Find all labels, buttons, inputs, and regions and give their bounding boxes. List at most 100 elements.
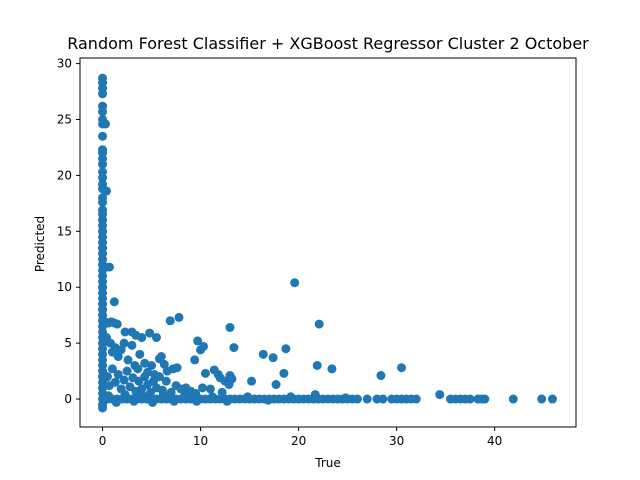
data-point: [169, 396, 179, 406]
data-point: [119, 375, 129, 385]
data-point: [151, 333, 161, 343]
data-point: [111, 397, 121, 407]
y-tick-label: 0: [64, 392, 72, 406]
data-point: [101, 186, 111, 196]
data-point: [192, 396, 202, 406]
data-point: [104, 262, 114, 272]
y-axis-label: Predicted: [33, 216, 47, 272]
data-point: [98, 107, 108, 117]
data-point: [537, 394, 547, 404]
data-point: [120, 390, 130, 400]
data-point: [213, 369, 223, 379]
data-point: [103, 391, 113, 401]
data-point: [376, 371, 386, 381]
data-point: [98, 159, 108, 169]
data-point: [271, 380, 281, 390]
data-point: [397, 363, 407, 373]
data-point: [119, 338, 129, 348]
data-point: [435, 390, 445, 400]
y-tick-label: 20: [57, 168, 72, 182]
data-point: [156, 352, 166, 362]
data-point: [161, 376, 171, 386]
data-point: [198, 383, 208, 393]
data-point: [508, 394, 518, 404]
data-point: [352, 394, 362, 404]
data-point: [135, 349, 145, 359]
data-point: [222, 396, 232, 406]
data-point: [159, 359, 169, 369]
data-point: [229, 343, 239, 353]
data-point: [258, 349, 268, 359]
data-point: [166, 387, 176, 397]
data-point: [174, 312, 184, 322]
y-axis: 0 5 10 15 20 25 30: [57, 57, 80, 406]
data-point: [98, 89, 108, 99]
data-point: [137, 333, 147, 343]
data-point: [140, 358, 150, 368]
data-point: [122, 366, 132, 376]
data-point: [480, 394, 490, 404]
data-point: [312, 361, 322, 370]
data-point: [110, 377, 120, 387]
y-tick-label: 15: [57, 224, 72, 238]
data-point: [165, 316, 175, 326]
data-point: [180, 391, 190, 401]
y-tick-label: 10: [57, 280, 72, 294]
data-point: [158, 390, 168, 400]
data-point: [362, 394, 372, 404]
data-point: [310, 390, 320, 400]
data-point: [378, 394, 388, 404]
chart-title: Random Forest Classifier + XGBoost Regre…: [67, 34, 589, 53]
data-point: [281, 344, 291, 354]
data-point: [116, 345, 126, 355]
data-point: [120, 327, 130, 337]
data-point: [102, 372, 112, 382]
data-point: [148, 397, 158, 407]
data-point: [190, 355, 200, 365]
x-axis: 0 10 20 30 40: [99, 427, 502, 448]
y-tick-label: 30: [57, 57, 72, 71]
data-point: [145, 328, 155, 338]
x-tick-label: 0: [99, 434, 107, 448]
data-point: [154, 372, 164, 382]
data-point: [107, 364, 117, 374]
plot-frame: [79, 57, 577, 428]
data-point: [286, 392, 296, 402]
x-tick-label: 40: [487, 434, 502, 448]
data-point: [268, 353, 278, 363]
data-point: [109, 297, 119, 307]
data-point: [113, 352, 123, 362]
data-point: [243, 392, 253, 402]
data-point: [207, 392, 217, 402]
data-point: [247, 376, 257, 386]
x-tick-label: 30: [389, 434, 404, 448]
data-point: [100, 119, 110, 129]
data-point: [147, 361, 157, 370]
data-point: [263, 395, 273, 405]
y-tick-label: 25: [57, 113, 72, 127]
data-point: [225, 322, 235, 332]
data-point: [327, 364, 337, 374]
data-point: [113, 369, 123, 379]
data-point: [314, 319, 324, 329]
data-point: [341, 393, 351, 403]
data-point: [279, 368, 289, 378]
data-point: [129, 396, 139, 406]
x-axis-label: True: [314, 456, 341, 470]
data-point: [547, 394, 557, 404]
data-point: [133, 364, 143, 374]
data-point: [205, 384, 215, 394]
x-tick-label: 10: [193, 434, 208, 448]
data-point: [172, 363, 182, 373]
data-point: [193, 336, 203, 346]
data-point: [140, 372, 150, 382]
data-point: [227, 374, 237, 384]
data-point: [290, 278, 300, 288]
data-point: [465, 394, 475, 404]
data-point: [411, 394, 421, 404]
data-point: [98, 403, 108, 413]
data-point: [123, 355, 133, 365]
data-point: [199, 341, 209, 351]
